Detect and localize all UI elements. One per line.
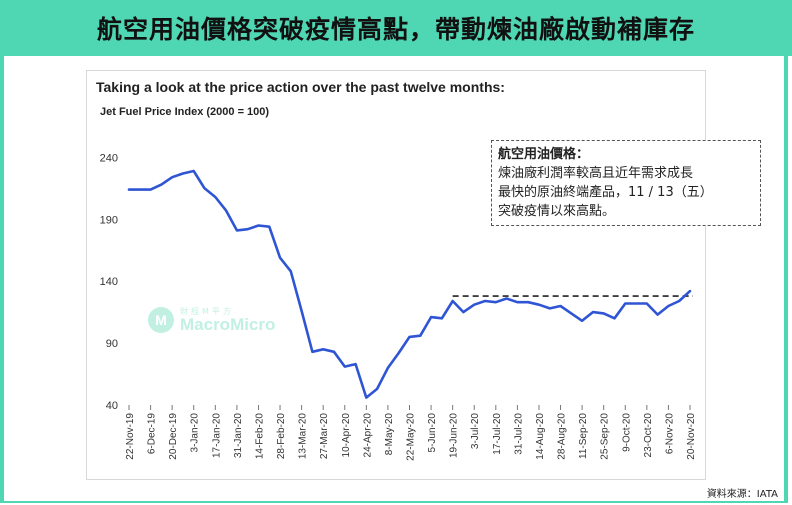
x-tick-label: 9-Oct-20	[621, 413, 632, 452]
x-tick-label: 14-Feb-20	[254, 413, 265, 460]
content-frame	[0, 56, 788, 503]
source-note: 資料來源：IATA	[706, 489, 778, 500]
x-tick-label: 20-Nov-20	[686, 413, 697, 460]
x-tick-label: 3-Jan-20	[190, 413, 201, 453]
x-tick-label: 22-Nov-19	[125, 413, 136, 460]
x-tick-label: 22-May-20	[406, 413, 417, 461]
x-tick-label: 17-Jan-20	[211, 413, 222, 458]
x-tick-label: 6-Dec-19	[147, 413, 158, 455]
x-tick-label: 13-Mar-20	[298, 413, 309, 460]
y-tick-label: 190	[100, 214, 118, 226]
x-tick-label: 19-Jun-20	[449, 413, 460, 458]
x-tick-label: 5-Jun-20	[427, 413, 438, 453]
x-tick-label: 8-May-20	[384, 413, 395, 456]
x-tick-label: 6-Nov-20	[664, 413, 675, 455]
annotation-line: 突破疫情以來高點。	[498, 204, 616, 219]
watermark-small-text: 財經M平方	[180, 307, 234, 316]
x-tick-label: 23-Oct-20	[643, 413, 654, 458]
watermark-brand: MacroMicro	[180, 315, 276, 334]
x-tick-label: 20-Dec-19	[168, 413, 179, 460]
macromicro-logo-icon: M	[148, 306, 174, 333]
page-title: 航空用油價格突破疫情高點，帶動煉油廠啟動補庫存	[96, 15, 695, 44]
x-tick-label: 14-Aug-20	[535, 413, 546, 460]
jet-fuel-series-line	[127, 169, 692, 399]
y-tick-label: 40	[106, 400, 118, 412]
x-tick-label: 17-Jul-20	[492, 413, 503, 455]
x-tick-label: 3-Jul-20	[470, 413, 481, 450]
x-tick-label: 31-Jul-20	[513, 413, 524, 455]
y-tick-label: 240	[100, 152, 118, 164]
chart-subtitle: Jet Fuel Price Index (2000 = 100)	[100, 106, 270, 118]
annotation-box: 航空用油價格： 煉油廠利潤率較高且近年需求成長 最快的原油終端產品，11 / 1…	[491, 140, 761, 226]
y-tick-label: 90	[106, 338, 118, 350]
x-tick-label: 24-Apr-20	[362, 413, 373, 458]
macromicro-watermark: M 財經M平方 MacroMicro	[148, 306, 275, 333]
x-tick-label: 31-Jan-20	[233, 413, 244, 458]
x-tick-label: 25-Sep-20	[600, 413, 611, 460]
annotation-title: 航空用油價格：	[498, 147, 590, 162]
x-tick-label: 10-Apr-20	[341, 413, 352, 458]
header-banner: 航空用油價格突破疫情高點，帶動煉油廠啟動補庫存	[0, 0, 792, 56]
x-tick-label: 28-Aug-20	[557, 413, 568, 460]
annotation-line: 最快的原油終端產品，11 / 13（五）	[498, 185, 713, 200]
x-tick-label: 27-Mar-20	[319, 413, 330, 460]
annotation-line: 煉油廠利潤率較高且近年需求成長	[498, 166, 694, 181]
chart-title: Taking a look at the price action over t…	[96, 79, 505, 95]
x-tick-label: 11-Sep-20	[578, 413, 589, 459]
y-tick-label: 140	[100, 276, 118, 288]
chart-card	[86, 70, 706, 480]
x-tick-label: 28-Feb-20	[276, 413, 287, 460]
